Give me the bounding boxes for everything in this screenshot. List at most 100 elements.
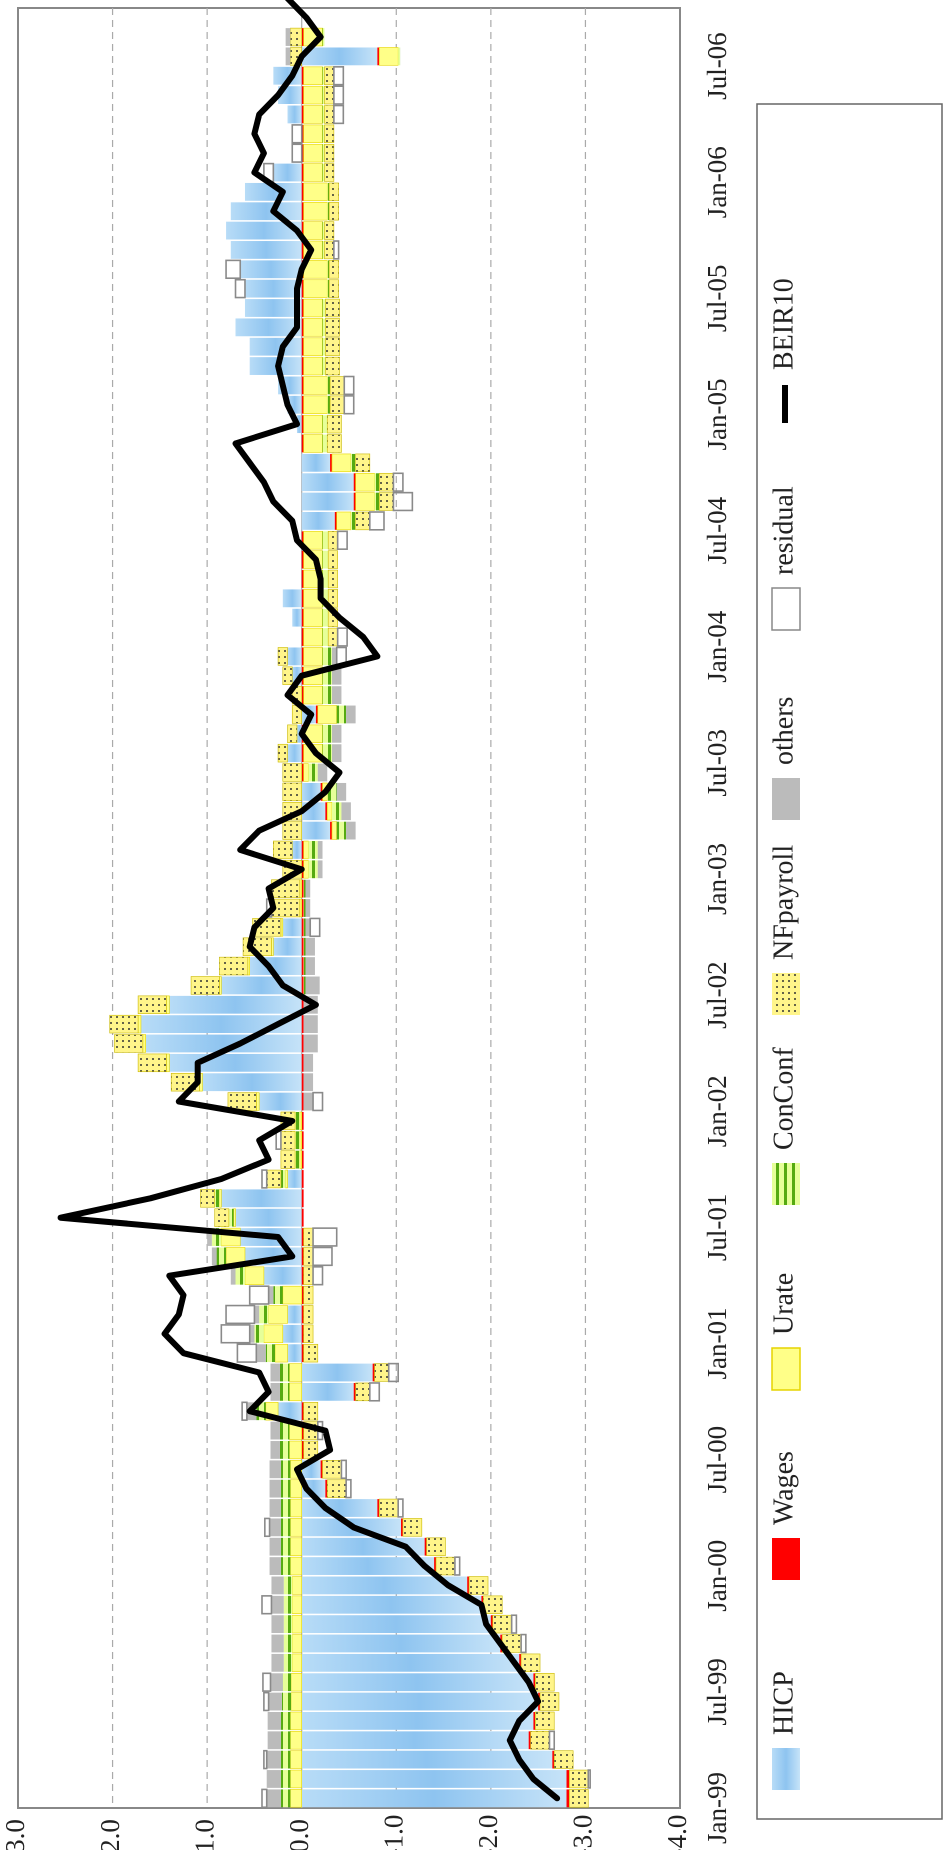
bar-conconf — [228, 1208, 234, 1227]
bar-urate — [331, 821, 338, 840]
bar-wages — [301, 318, 304, 337]
bar-urate — [303, 163, 323, 182]
bar-nfpayroll — [327, 569, 338, 589]
bar-conconf — [214, 1189, 220, 1208]
bar-nfpayroll — [326, 414, 342, 434]
bar-wages — [301, 1150, 304, 1169]
bar-nfpayroll — [282, 666, 293, 685]
bar-nfpayroll — [214, 1208, 230, 1227]
bar-hicp — [282, 1324, 302, 1343]
bar-nfpayroll — [324, 143, 335, 163]
bar-wages — [353, 1382, 356, 1401]
bar-conconf — [295, 1150, 300, 1169]
bar-conconf — [280, 1499, 291, 1517]
bar-wages — [301, 1208, 304, 1227]
bar-others — [266, 1789, 281, 1808]
x-tick-label: Jan-03 — [702, 843, 732, 915]
legend-label: BEIR10 — [768, 278, 799, 370]
bar-hicp — [301, 492, 354, 511]
bar-urate — [303, 85, 323, 105]
y-tick-label: 3.0 — [0, 1819, 30, 1850]
bar-urate — [289, 1440, 303, 1460]
bar-wages — [353, 492, 356, 511]
bar-nfpayroll — [303, 1285, 314, 1305]
bar-conconf — [283, 1653, 293, 1672]
bar-conconf — [322, 241, 325, 259]
bar-hicp — [287, 105, 302, 124]
bar-others — [269, 1537, 281, 1556]
bar-nfpayroll — [325, 356, 340, 376]
bar-nfpayroll — [200, 1189, 216, 1208]
bar-residual — [220, 1324, 251, 1344]
bar-residual — [548, 1730, 556, 1750]
bar-conconf — [336, 705, 347, 724]
bar-others — [317, 763, 328, 782]
bar-nfpayroll — [328, 260, 339, 279]
bar-hicp — [287, 1305, 302, 1324]
bar-wages — [301, 608, 304, 627]
bar-others — [331, 744, 342, 763]
bar-nfpayroll — [282, 782, 303, 802]
bar-nfpayroll — [327, 550, 338, 569]
bar-hicp — [169, 1053, 302, 1072]
bar-others — [269, 1518, 281, 1537]
bar-wages — [301, 434, 304, 453]
bar-hicp — [282, 589, 302, 608]
bar-hicp — [221, 1189, 302, 1208]
bar-wages — [301, 1421, 304, 1440]
bar-conconf — [322, 589, 329, 608]
bar-urate — [303, 182, 328, 202]
bar-hicp — [278, 1402, 302, 1421]
bar-others — [341, 802, 351, 821]
bar-residual — [263, 1749, 268, 1770]
bar-urate — [303, 763, 309, 782]
bar-hicp — [301, 1634, 501, 1653]
y-tick-label: 2.0 — [95, 1819, 125, 1850]
bar-others — [346, 705, 356, 724]
x-tick-label: Jan-01 — [702, 1307, 732, 1379]
bar-conconf — [295, 1131, 300, 1150]
legend-item-hicp: HICP — [768, 1671, 800, 1790]
bar-nfpayroll — [535, 1711, 555, 1731]
bar-others — [269, 1479, 281, 1498]
bar-nfpayroll — [328, 279, 339, 298]
bar-nfpayroll — [325, 298, 340, 318]
bar-urate — [303, 279, 328, 298]
x-tick-label: Jan-02 — [702, 1075, 732, 1147]
bar-hicp — [301, 453, 331, 472]
bar-urate — [303, 608, 323, 627]
bar-conconf — [282, 1673, 292, 1692]
bar-urate — [299, 1111, 303, 1131]
bar-residual — [333, 66, 345, 86]
bar-wages — [301, 995, 304, 1014]
bar-others — [270, 1441, 280, 1459]
bar-others — [305, 957, 315, 975]
bar-wages — [401, 1518, 403, 1537]
bar-others — [270, 1421, 280, 1440]
x-tick-label: Jul-04 — [702, 496, 732, 564]
bar-residual — [234, 278, 246, 299]
bar-nfpayroll — [327, 627, 338, 647]
y-tick-label: -2.0 — [473, 1815, 503, 1850]
bar-wages — [301, 66, 304, 85]
bar-hicp — [301, 821, 331, 840]
bar-others — [249, 1324, 255, 1343]
bar-wages — [301, 144, 304, 163]
bar-urate — [303, 143, 323, 163]
bar-residual — [343, 375, 355, 396]
bar-conconf — [280, 1170, 286, 1188]
bar-nfpayroll — [303, 1343, 319, 1363]
bar-others — [305, 879, 311, 898]
bar-conconf — [279, 1363, 290, 1382]
bar-wages — [301, 550, 304, 569]
bar-urate — [303, 395, 328, 414]
bar-hicp — [292, 666, 302, 685]
bar-others — [270, 1382, 280, 1401]
bar-urate — [289, 1382, 303, 1402]
bar-wages — [301, 647, 304, 666]
bar-conconf — [283, 1595, 293, 1614]
bar-wages — [301, 1441, 304, 1459]
legend-item-others: others — [768, 697, 800, 820]
series-line-beir10 — [57, 0, 561, 1802]
